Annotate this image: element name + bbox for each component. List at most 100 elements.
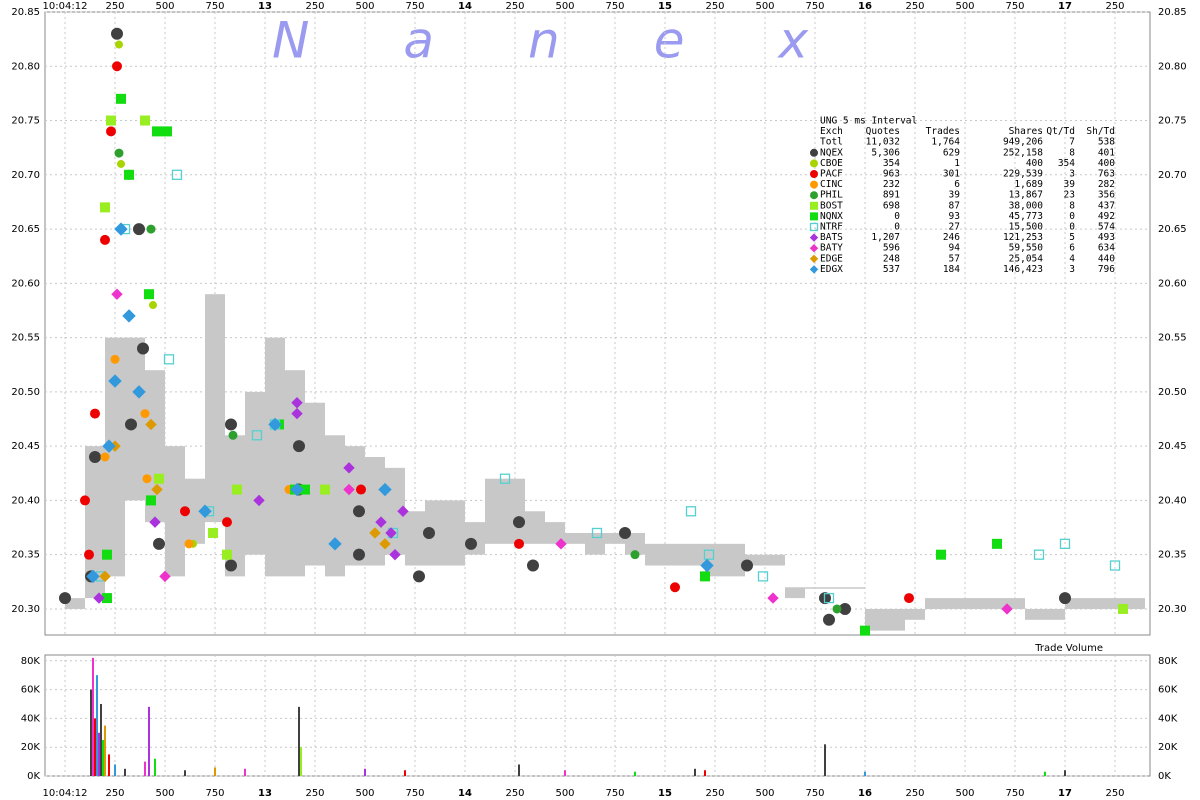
y-tick-label: 20.75	[11, 116, 40, 127]
legend-cell: 5	[1069, 232, 1075, 243]
marker	[1059, 592, 1071, 605]
marker	[353, 548, 365, 561]
x-tick-label: 750	[405, 788, 424, 799]
marker	[100, 452, 110, 462]
legend-label: EDGX	[820, 264, 843, 275]
legend-header: Shares	[1009, 126, 1043, 137]
marker	[133, 223, 145, 236]
spread-band	[305, 402, 325, 566]
x-tick-label: 250	[305, 788, 324, 799]
legend-marker	[810, 159, 818, 168]
y-tick-label: 20.85	[11, 7, 40, 18]
marker	[125, 418, 137, 431]
legend-cell: 4	[1069, 253, 1075, 264]
x-tick-label: 15	[658, 1, 672, 12]
legend-label: NQEX	[820, 147, 843, 158]
y-tick-label: 40K	[1158, 713, 1178, 724]
legend-cell: 57	[949, 253, 960, 264]
marker	[1001, 603, 1013, 615]
marker	[124, 169, 134, 180]
spread-band	[865, 608, 885, 631]
marker	[114, 148, 124, 158]
x-tick-label: 750	[1005, 1, 1024, 12]
legend-cell: 6	[1069, 243, 1075, 254]
volume-bar	[404, 770, 406, 776]
volume-bar	[1064, 770, 1066, 776]
x-tick-label: 16	[858, 788, 872, 799]
marker	[171, 169, 183, 180]
legend-cell: 15,500	[1009, 222, 1044, 233]
legend-cell: 3	[1069, 169, 1075, 180]
marker	[89, 451, 101, 463]
y-tick-label: 20.35	[1158, 550, 1187, 561]
marker	[555, 538, 567, 550]
y-tick-label: 20.50	[11, 387, 40, 398]
spread-band	[65, 598, 85, 609]
legend-cell: 1,207	[871, 232, 900, 243]
marker	[378, 482, 392, 497]
spread-band	[905, 608, 925, 620]
marker	[149, 516, 161, 528]
spread-band	[285, 370, 305, 577]
marker	[102, 549, 112, 560]
spread-band	[705, 543, 745, 577]
volume-bar	[694, 768, 696, 776]
x-tick-label: 17	[1058, 1, 1072, 12]
legend-cell: 7	[1069, 137, 1075, 148]
marker	[832, 604, 842, 614]
legend-cell: 146,423	[1003, 264, 1043, 275]
x-tick-label: 250	[705, 1, 724, 12]
marker	[142, 474, 152, 484]
legend-marker	[809, 222, 819, 232]
spread-band	[185, 478, 205, 544]
marker	[154, 473, 164, 484]
legend-cell: 25,054	[1009, 253, 1044, 264]
y-tick-label: 40K	[21, 713, 41, 724]
x-tick-label: 500	[355, 788, 374, 799]
spread-band	[245, 391, 265, 555]
marker	[936, 549, 946, 560]
spread-band	[485, 478, 505, 544]
marker	[100, 234, 110, 245]
volume-bar	[214, 767, 216, 776]
marker	[122, 309, 136, 323]
legend-cell: 3	[1069, 264, 1075, 275]
marker	[149, 301, 157, 310]
spread-band	[625, 532, 645, 555]
volume-bar	[864, 771, 866, 776]
volume-bar	[518, 764, 520, 776]
x-tick-label: 250	[505, 1, 524, 12]
volume-bar	[564, 770, 566, 776]
y-tick-label: 80K	[1158, 656, 1178, 667]
x-tick-label: 13	[258, 1, 272, 12]
legend-cell: 6	[954, 179, 960, 190]
legend-cell: 229,539	[1003, 169, 1043, 180]
marker	[375, 516, 387, 528]
marker	[184, 539, 194, 549]
marker	[146, 224, 156, 234]
marker	[343, 483, 355, 496]
marker	[619, 526, 631, 539]
spread-band	[1125, 598, 1145, 609]
spread-band	[345, 446, 365, 566]
legend-cell: 537	[883, 264, 900, 275]
legend-label: BOST	[820, 200, 843, 211]
marker	[146, 495, 156, 506]
spread-band	[1105, 598, 1125, 609]
marker	[465, 537, 477, 550]
marker	[159, 570, 171, 583]
marker	[222, 517, 232, 528]
legend-title: UNG 5 ms Interval	[820, 116, 917, 127]
marker	[110, 354, 120, 364]
marker	[591, 527, 603, 539]
x-tick-label: 750	[1005, 788, 1024, 799]
y-tick-label: 20K	[1158, 742, 1178, 753]
marker	[703, 549, 715, 560]
marker	[291, 397, 303, 409]
legend-label: BATS	[820, 232, 843, 243]
marker	[222, 549, 232, 560]
marker	[100, 202, 110, 213]
legend-marker	[810, 212, 818, 221]
spread-band	[825, 587, 865, 589]
